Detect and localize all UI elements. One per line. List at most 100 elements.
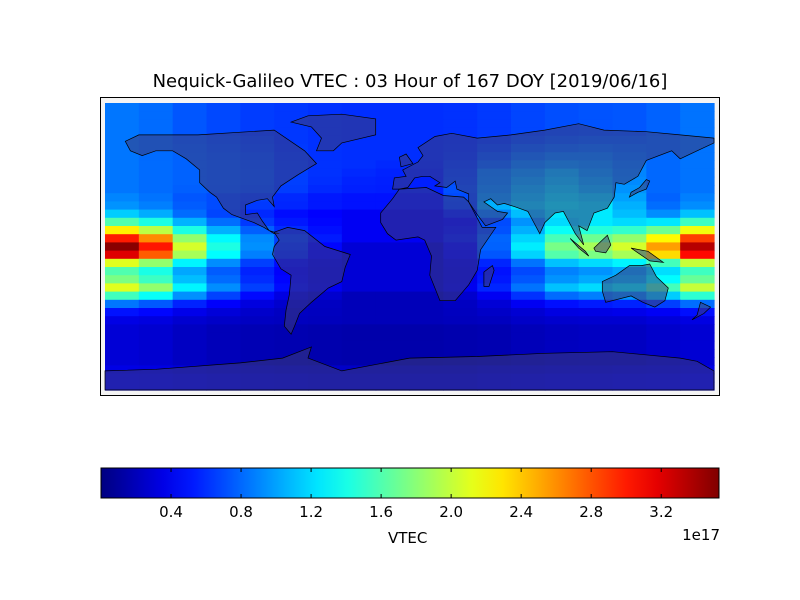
heatmap-cell [612, 308, 647, 317]
landmass-antarctica [104, 346, 715, 391]
heatmap-cell [240, 283, 275, 293]
heatmap-cell [172, 119, 208, 129]
heatmap-cell [375, 250, 411, 260]
heatmap-cell [375, 193, 411, 202]
heatmap-cell [578, 324, 614, 334]
heatmap-cell [341, 267, 377, 276]
heatmap-cell [172, 185, 208, 194]
colorbar-tick-label: 0.4 [159, 503, 183, 521]
heatmap-cell [240, 258, 275, 268]
heatmap-cell [375, 168, 411, 178]
heatmap-cell [443, 299, 478, 309]
heatmap-cell [443, 111, 478, 120]
heatmap-cell [511, 275, 546, 284]
heatmap-cell [341, 201, 377, 211]
heatmap-cell [443, 324, 478, 334]
heatmap-cell [375, 234, 411, 243]
heatmap-cell [206, 308, 241, 317]
heatmap-cell [341, 209, 377, 219]
heatmap-cell [206, 103, 241, 112]
heatmap-cell [409, 258, 444, 268]
heatmap-cell [443, 340, 478, 350]
heatmap-cell [274, 201, 309, 211]
heatmap-cell [105, 340, 140, 350]
heatmap-cell [206, 127, 241, 137]
heatmap-cell [646, 185, 681, 194]
heatmap-cell [138, 283, 174, 293]
heatmap-cell [646, 111, 681, 120]
colorbar-label: VTEC [388, 529, 428, 547]
heatmap-cell [477, 234, 512, 243]
heatmap-cell [240, 119, 275, 129]
heatmap-cell [138, 250, 174, 260]
heatmap-cell [409, 340, 444, 350]
heatmap-cell [511, 308, 546, 317]
heatmap-cell [341, 299, 377, 309]
heatmap-cell [341, 324, 377, 334]
heatmap-cell [477, 316, 512, 325]
heatmap-cell [341, 234, 377, 243]
heatmap-cell [680, 291, 715, 301]
heatmap-cell [138, 111, 174, 120]
heatmap-cell [680, 160, 715, 170]
heatmap-cell [105, 217, 140, 227]
heatmap-cell [646, 332, 681, 342]
heatmap-cell [578, 291, 614, 301]
heatmap-cell [646, 275, 681, 284]
heatmap-cell [172, 283, 208, 293]
heatmap-cell [240, 324, 275, 334]
heatmap-cell [578, 119, 614, 129]
colorbar-tick-label: 0.8 [229, 503, 253, 521]
heatmap-cell [138, 168, 174, 178]
heatmap-cell [511, 250, 546, 260]
heatmap-cell [612, 340, 647, 350]
heatmap-cell [206, 316, 241, 325]
heatmap-cell [511, 349, 546, 358]
landmass-eurasia [392, 123, 715, 246]
heatmap-cell [612, 250, 647, 260]
heatmap-cell [646, 234, 681, 243]
heatmap-cell [477, 111, 512, 120]
heatmap-cell [511, 258, 546, 268]
heatmap-cell [375, 242, 411, 252]
heatmap-cell [409, 349, 444, 358]
heatmap-cell [680, 152, 715, 161]
heatmap-cell [375, 258, 411, 268]
landmass-south-america [272, 227, 351, 335]
heatmap-cell [409, 283, 444, 293]
heatmap-cell [544, 308, 580, 317]
heatmap-cell [308, 217, 343, 227]
heatmap-cell [375, 127, 411, 137]
heatmap-cell [375, 324, 411, 334]
heatmap-cell [375, 160, 411, 170]
heatmap-cell [240, 234, 275, 243]
heatmap-cell [138, 193, 174, 202]
heatmap-cell [105, 250, 140, 260]
heatmap-cell [646, 176, 681, 186]
heatmap-cell [680, 111, 715, 120]
heatmap-cell [646, 217, 681, 227]
landmass-britain [399, 153, 414, 168]
heatmap-cell [544, 316, 580, 325]
heatmap-cell [172, 291, 208, 301]
heatmap-cell [105, 365, 140, 375]
heatmap-cell [680, 332, 715, 342]
heatmap-cell [138, 242, 174, 252]
heatmap-cell [138, 324, 174, 334]
heatmap-cell [138, 308, 174, 317]
heatmap-cell [375, 308, 411, 317]
heatmap-cell [105, 349, 140, 358]
heatmap-cell [341, 193, 377, 202]
heatmap-cell [341, 316, 377, 325]
heatmap-cell [511, 291, 546, 301]
heatmap-cell [240, 103, 275, 112]
heatmap-cell [308, 357, 343, 366]
heatmap-cell [680, 349, 715, 358]
heatmap-cell [172, 160, 208, 170]
heatmap-cell [172, 324, 208, 334]
heatmap-cell [172, 111, 208, 120]
heatmap-cell [341, 176, 377, 186]
heatmap-cell [511, 332, 546, 342]
heatmap-cell [680, 250, 715, 260]
heatmap-cell [646, 299, 681, 309]
